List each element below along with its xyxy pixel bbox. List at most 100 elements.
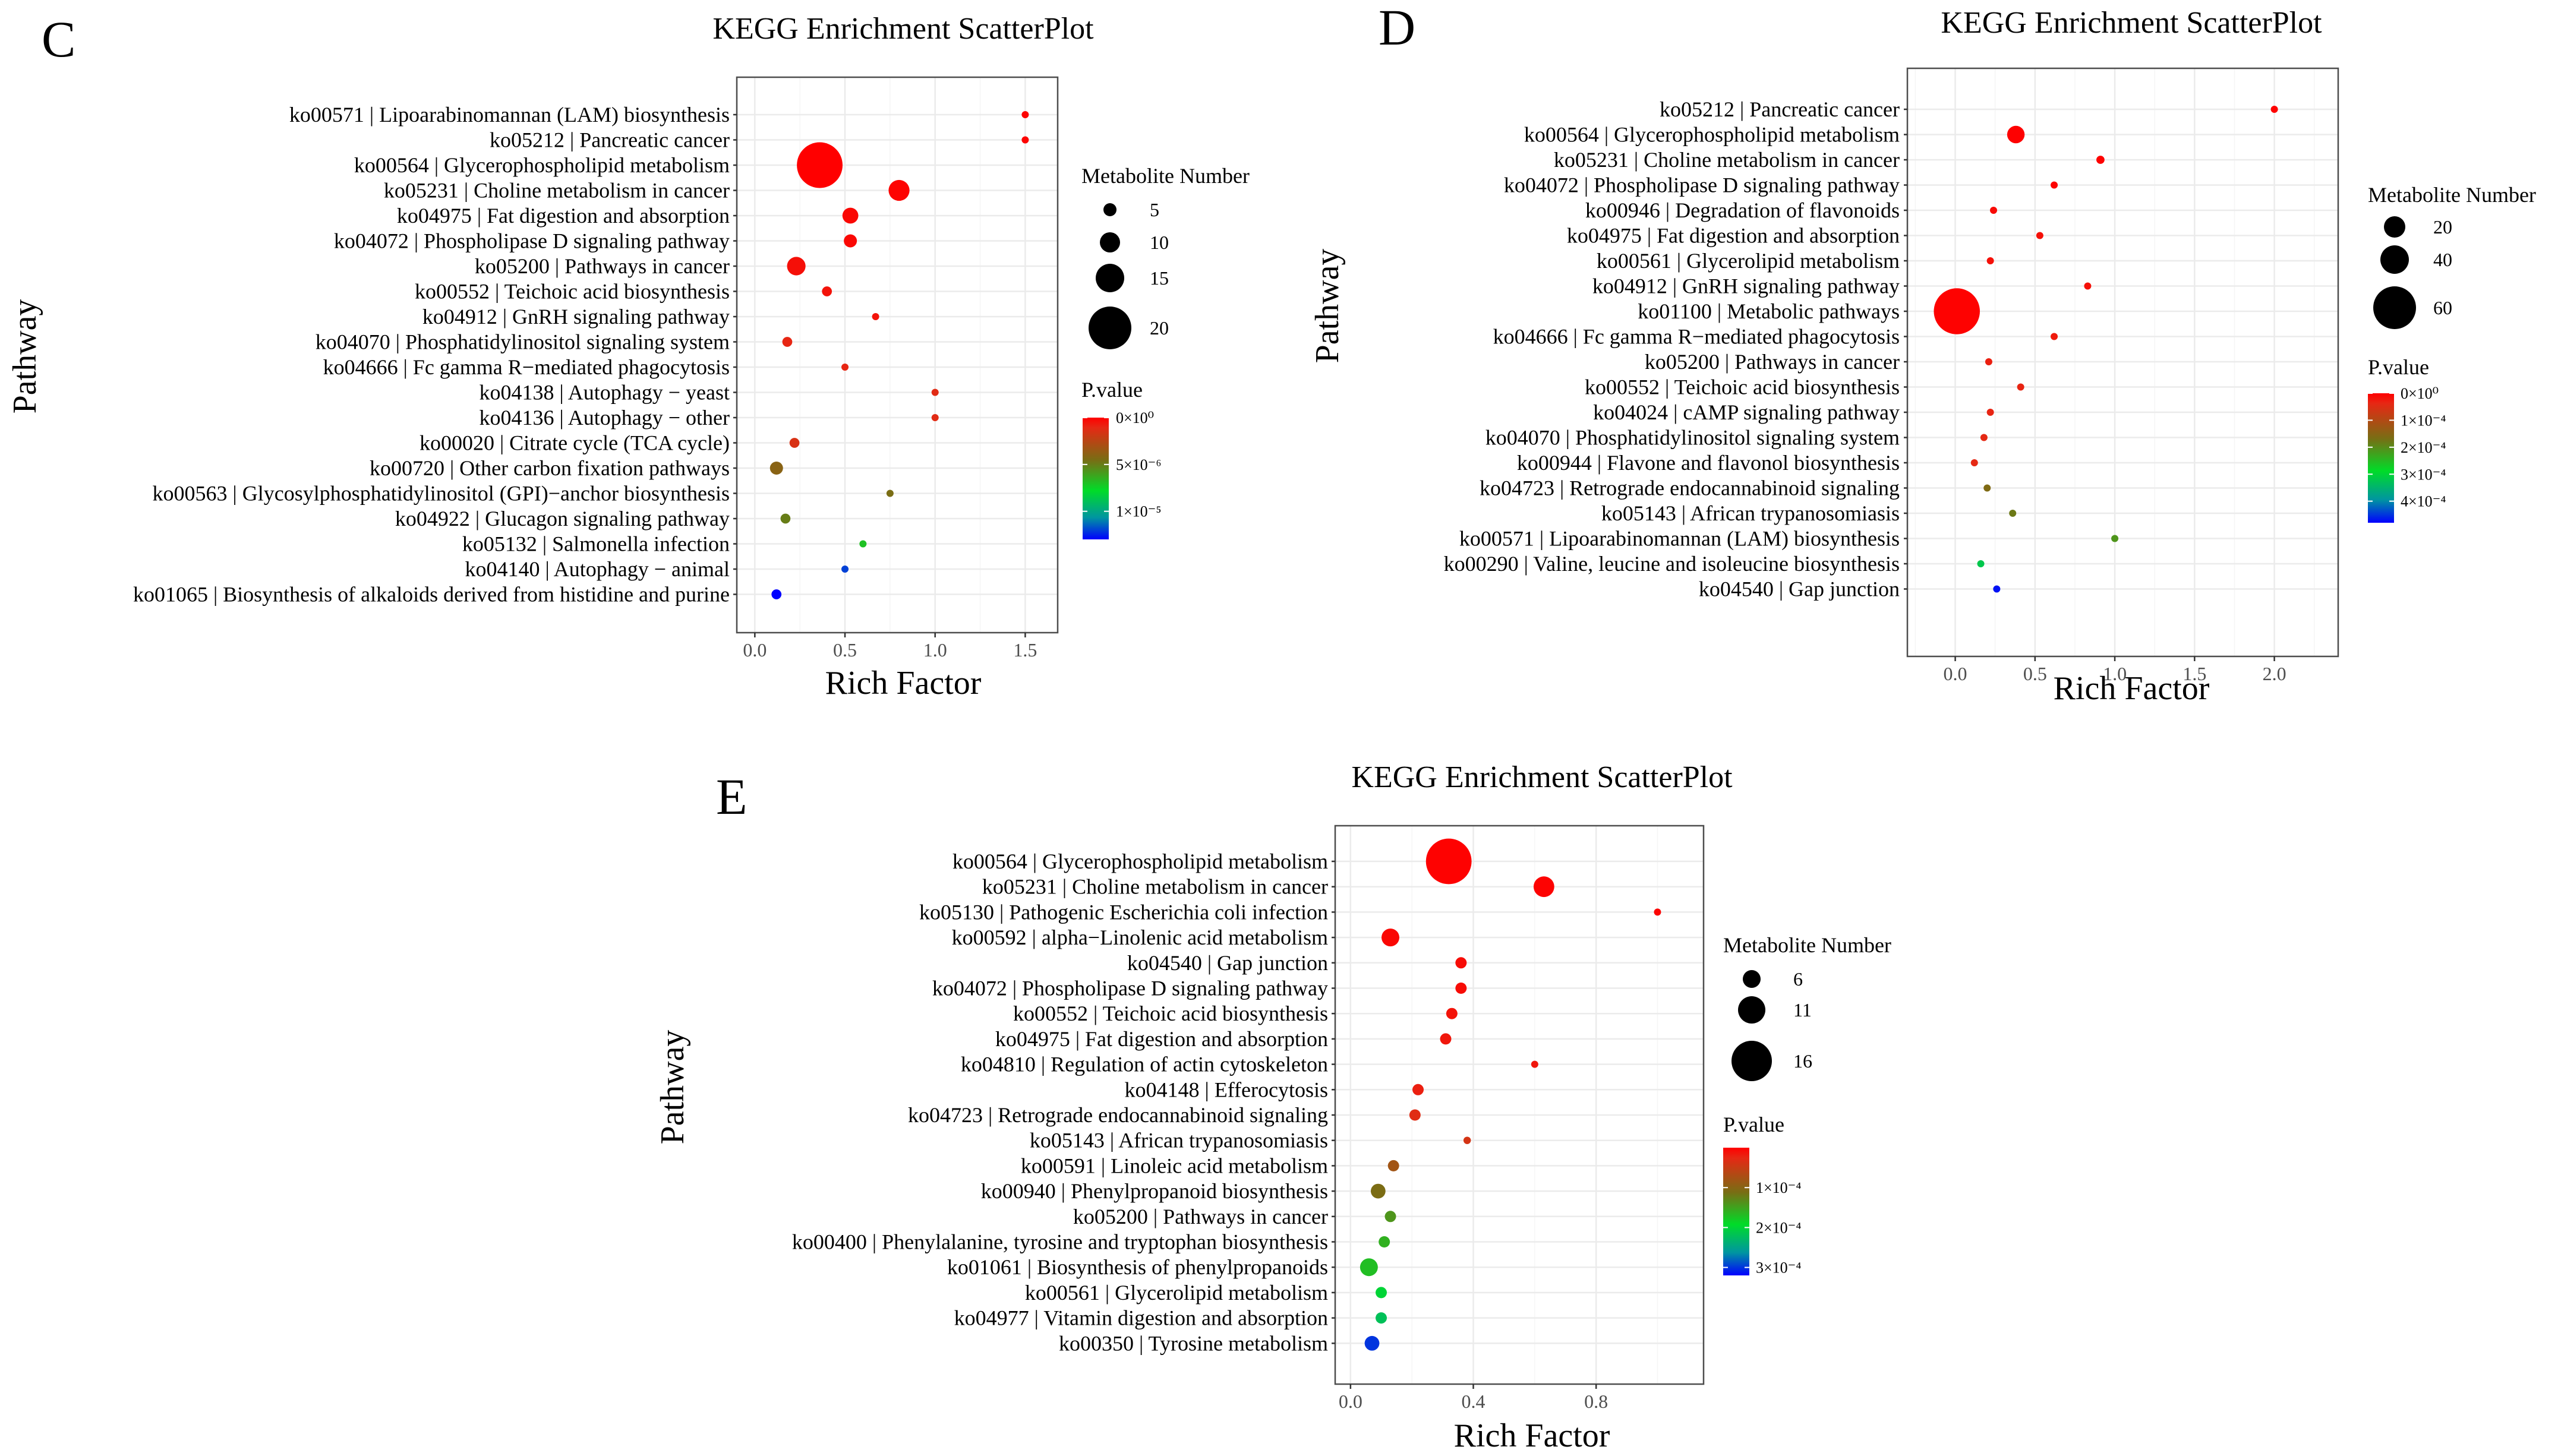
y-tick-label: ko04072 | Phospholipase D signaling path… <box>1504 173 1900 197</box>
data-point <box>931 414 939 421</box>
size-legend-circle <box>2373 286 2416 329</box>
plot-title: KEGG Enrichment ScatterPlot <box>712 12 1094 46</box>
data-point <box>1021 111 1029 118</box>
plot-border <box>1334 825 1705 1385</box>
data-point <box>797 142 843 188</box>
data-point <box>1654 908 1661 916</box>
y-tick-label: ko04024 | cAMP signaling pathway <box>1593 400 1900 424</box>
x-tick-label: 0.0 <box>1339 1391 1362 1412</box>
data-point <box>1376 1287 1387 1299</box>
panel-c: C KEGG Enrichment ScatterPlot ko00571 | Li… <box>7 11 1250 702</box>
y-tick-label: ko00561 | Glycerolipid metabolism <box>1025 1281 1328 1305</box>
data-point <box>2009 510 2017 517</box>
y-tick-label: ko00720 | Other carbon fixation pathways <box>370 456 730 480</box>
y-tick-label: ko05231 | Choline metabolism in cancer <box>384 179 730 203</box>
plot-background <box>1335 826 1704 1384</box>
color-legend-bar <box>2368 393 2394 523</box>
x-axis: 0.0 0.5 1.0 1.5 <box>743 633 1037 661</box>
y-tick-label: ko01100 | Metabolic pathways <box>1638 299 1900 323</box>
y-tick-label: ko04975 | Fat digestion and absorption <box>397 204 730 228</box>
data-point <box>2051 181 2058 189</box>
y-tick-label: ko00552 | Teichoic acid biosynthesis <box>1013 1002 1328 1025</box>
y-tick-label: ko04136 | Autophagy − other <box>480 406 730 429</box>
data-point <box>1379 1236 1390 1247</box>
y-tick-label: ko00571 | Lipoarabinomannan (LAM) biosyn… <box>289 103 730 127</box>
panel-letter: C <box>42 11 75 68</box>
y-axis-labels: ko00564 | Glycerophospholipid metabolism… <box>792 849 1335 1355</box>
color-legend-label: 2×10⁻⁴ <box>1756 1219 1801 1236</box>
data-point <box>1382 928 1399 947</box>
y-tick-label: ko00290 | Valine, leucine and isoleucine… <box>1444 552 1900 576</box>
data-point <box>859 540 867 548</box>
data-point <box>886 489 894 497</box>
y-tick-label: ko04810 | Regulation of actin cytoskelet… <box>961 1053 1328 1076</box>
size-legend-label: 10 <box>1150 232 1169 253</box>
y-tick-label: ko00571 | Lipoarabinomannan (LAM) biosyn… <box>1459 527 1900 551</box>
x-tick-label: 2.0 <box>2263 663 2286 684</box>
y-tick-label: ko05212 | Pancreatic cancer <box>490 128 730 152</box>
size-legend-circle <box>1738 996 1765 1024</box>
data-point <box>2096 156 2105 164</box>
x-tick-label: 0.0 <box>743 639 767 661</box>
size-legend-circle <box>2380 245 2409 274</box>
data-point <box>1370 1183 1386 1199</box>
x-axis: 0.0 0.4 0.8 <box>1339 1384 1608 1412</box>
data-point <box>1409 1109 1421 1121</box>
size-legend-circle <box>1103 203 1117 216</box>
data-point <box>1360 1258 1378 1277</box>
color-legend-label: 5×10⁻⁶ <box>1116 456 1161 473</box>
y-tick-label: ko04070 | Phosphatidylinositol signaling… <box>316 330 730 354</box>
data-point <box>1387 1160 1399 1171</box>
y-tick-label: ko04072 | Phospholipase D signaling path… <box>932 977 1328 1000</box>
x-tick-label: 1.5 <box>2182 663 2206 684</box>
color-legend-title: P.value <box>1081 378 1143 402</box>
data-point <box>931 389 939 396</box>
y-tick-label: ko00020 | Citrate cycle (TCA cycle) <box>420 431 730 455</box>
color-legend-bar <box>1083 418 1109 539</box>
y-tick-label: ko05200 | Pathways in cancer <box>475 254 730 278</box>
y-tick-label: ko04072 | Phospholipase D signaling path… <box>334 229 730 253</box>
data-point <box>1364 1335 1380 1351</box>
data-point <box>1455 983 1467 994</box>
data-point <box>1533 876 1554 898</box>
x-axis-title: Rich Factor <box>1454 1417 1610 1454</box>
data-point <box>1993 585 2001 593</box>
data-point <box>842 207 859 224</box>
y-tick-label: ko01065 | Biosynthesis of alkaloids deri… <box>133 583 730 607</box>
size-legend-label: 11 <box>1793 999 1812 1021</box>
y-tick-label: ko05143 | African trypanosomiasis <box>1030 1129 1328 1152</box>
panel-e: E KEGG Enrichment ScatterPlot ko00564 | Gl… <box>654 760 1891 1454</box>
data-point <box>822 286 832 296</box>
size-legend-label: 20 <box>1150 317 1169 339</box>
data-point <box>841 566 849 573</box>
data-point <box>2051 333 2058 340</box>
data-point <box>1384 1211 1396 1223</box>
data-point <box>787 257 806 276</box>
x-tick-label: 0.4 <box>1462 1391 1485 1412</box>
data-point <box>1425 838 1472 885</box>
y-tick-label: ko04922 | Glucagon signaling pathway <box>395 507 730 530</box>
plot-background <box>737 77 1058 633</box>
data-point <box>782 337 793 347</box>
data-points <box>1360 838 1661 1351</box>
x-tick-label: 0.5 <box>2023 663 2047 684</box>
size-legend-label: 6 <box>1793 968 1803 990</box>
y-axis-labels: ko00571 | Lipoarabinomannan (LAM) biosyn… <box>133 103 737 607</box>
size-legend-title: Metabolite Number <box>1081 164 1250 188</box>
x-tick-label: 1.5 <box>1013 639 1037 661</box>
panel-letter: D <box>1379 0 1415 56</box>
y-axis-title: Pathway <box>7 299 43 414</box>
size-legend-label: 5 <box>1150 199 1159 220</box>
y-axis-title: Pathway <box>1309 249 1346 364</box>
data-point <box>1934 288 1980 334</box>
data-point <box>844 234 857 248</box>
x-tick-label: 0.5 <box>833 639 857 661</box>
y-tick-label: ko04723 | Retrograde endocannabinoid sig… <box>1480 476 1900 500</box>
data-point <box>841 364 849 371</box>
y-tick-label: ko04975 | Fat digestion and absorption <box>1567 224 1900 248</box>
y-axis-title: Pathway <box>654 1030 691 1145</box>
data-point <box>2007 125 2025 144</box>
data-point <box>771 589 782 599</box>
size-legend: Metabolite Number 6 11 16 <box>1723 933 1891 1081</box>
